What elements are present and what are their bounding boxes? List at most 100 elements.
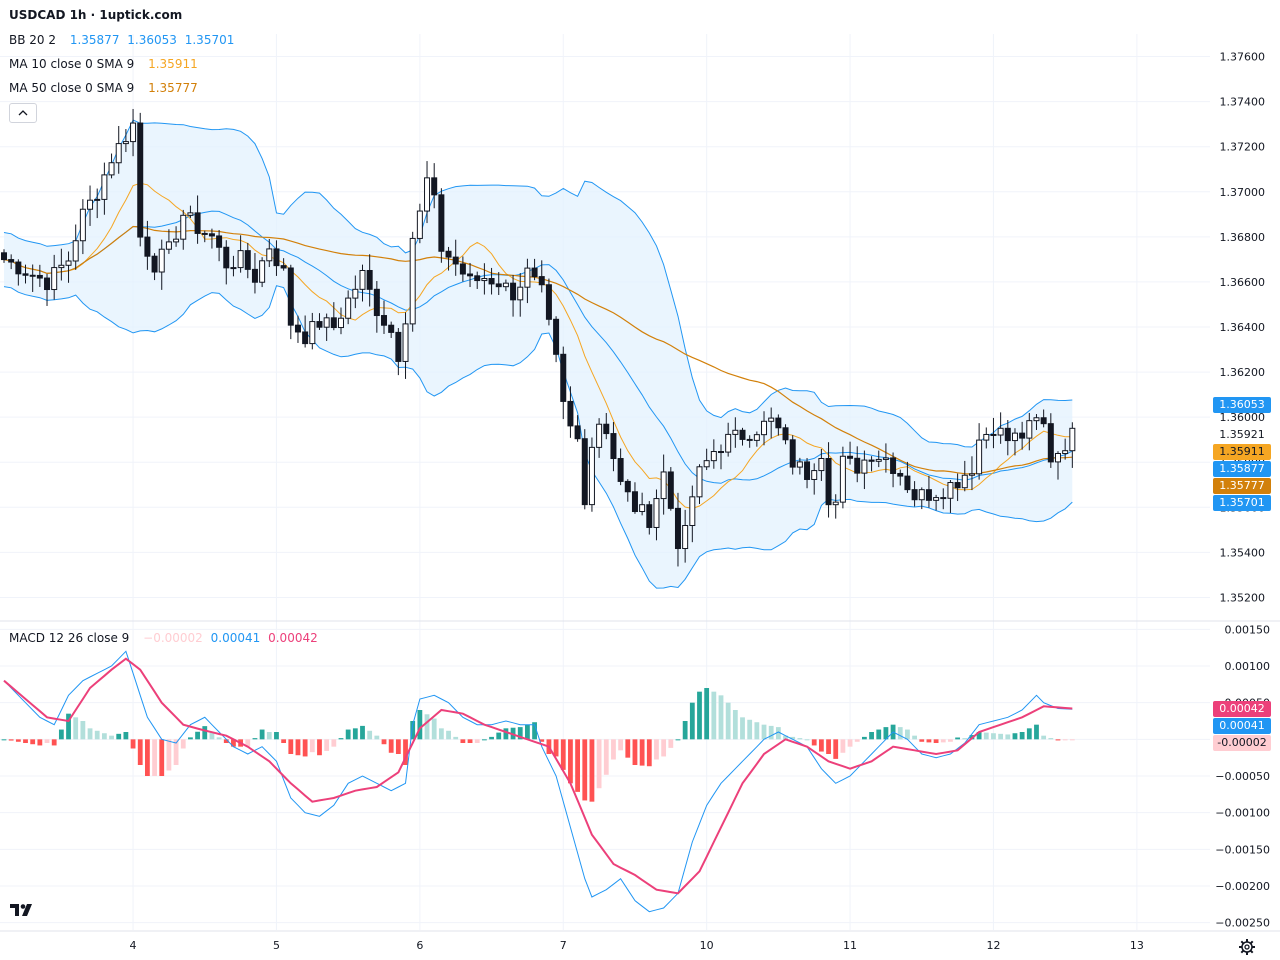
candle[interactable] (165, 229, 172, 254)
candle[interactable] (244, 242, 251, 279)
candle[interactable] (875, 450, 882, 468)
candle[interactable] (101, 162, 108, 215)
candle[interactable] (495, 272, 502, 295)
candle[interactable] (1047, 413, 1054, 468)
candle[interactable] (990, 417, 997, 449)
candle[interactable] (381, 300, 388, 334)
candle[interactable] (44, 273, 51, 306)
candle[interactable] (603, 412, 610, 440)
candle[interactable] (431, 163, 438, 209)
candle[interactable] (739, 427, 746, 446)
candle[interactable] (560, 346, 567, 420)
candle[interactable] (832, 494, 839, 519)
candle[interactable] (287, 264, 294, 340)
candle[interactable] (36, 264, 43, 287)
candle[interactable] (1026, 412, 1033, 451)
candle[interactable] (87, 185, 94, 226)
candle[interactable] (201, 230, 208, 243)
candle[interactable] (481, 263, 488, 295)
candle[interactable] (588, 437, 595, 512)
candle[interactable] (775, 414, 782, 436)
candle[interactable] (639, 492, 646, 516)
candle[interactable] (22, 264, 29, 284)
candle[interactable] (402, 312, 409, 379)
candle[interactable] (839, 446, 846, 509)
candle[interactable] (395, 328, 402, 376)
candle[interactable] (259, 257, 266, 288)
candle[interactable] (122, 129, 129, 153)
candle[interactable] (653, 489, 660, 541)
candle[interactable] (502, 279, 509, 292)
candle[interactable] (890, 452, 897, 488)
candle[interactable] (732, 417, 739, 448)
candle[interactable] (940, 488, 947, 510)
candle[interactable] (309, 312, 316, 350)
candle[interactable] (474, 271, 481, 289)
legend-ma10[interactable]: MA 10 close 0 SMA 9 1.35911 (9, 57, 202, 71)
candle[interactable] (524, 258, 531, 304)
candle[interactable] (409, 231, 416, 332)
candle[interactable] (208, 228, 215, 249)
candle[interactable] (144, 220, 151, 270)
legend-ma50[interactable]: MA 50 close 0 SMA 9 1.35777 (9, 81, 202, 95)
candle[interactable] (323, 313, 330, 341)
candle[interactable] (330, 302, 337, 331)
candle[interactable] (180, 209, 187, 250)
candle[interactable] (531, 258, 538, 281)
candle[interactable] (538, 260, 545, 293)
candle[interactable] (983, 427, 990, 449)
candle[interactable] (302, 315, 309, 348)
candle[interactable] (718, 444, 724, 470)
candle[interactable] (847, 441, 854, 465)
candle[interactable] (596, 418, 603, 458)
candle[interactable] (459, 256, 466, 282)
candle[interactable] (388, 321, 395, 338)
candle[interactable] (130, 108, 137, 157)
candle[interactable] (882, 443, 889, 473)
candle[interactable] (294, 315, 301, 343)
candle[interactable] (553, 316, 560, 363)
candle[interactable] (151, 253, 158, 281)
candle[interactable] (517, 273, 524, 317)
candle[interactable] (976, 423, 983, 480)
candle[interactable] (646, 501, 653, 535)
candle[interactable] (194, 195, 201, 244)
candle[interactable] (273, 240, 280, 276)
candle[interactable] (1, 249, 7, 263)
candle[interactable] (266, 239, 273, 267)
candle[interactable] (352, 275, 359, 309)
candle[interactable] (1054, 451, 1061, 480)
candle[interactable] (94, 188, 101, 219)
candle[interactable] (1040, 409, 1047, 428)
candle[interactable] (968, 456, 975, 491)
candle[interactable] (789, 435, 796, 475)
candle[interactable] (187, 205, 194, 218)
candle[interactable] (29, 264, 36, 292)
candle[interactable] (373, 281, 380, 333)
candle[interactable] (631, 482, 638, 514)
candle[interactable] (804, 458, 811, 489)
candle[interactable] (868, 456, 875, 472)
candle[interactable] (617, 448, 624, 486)
candle[interactable] (510, 274, 517, 317)
candle[interactable] (51, 254, 58, 300)
candle[interactable] (703, 448, 710, 471)
candle[interactable] (58, 248, 65, 281)
candle[interactable] (1069, 422, 1076, 468)
candle[interactable] (796, 457, 803, 475)
candle[interactable] (567, 386, 574, 438)
candle[interactable] (316, 313, 323, 330)
candle[interactable] (947, 480, 954, 513)
collapse-legend-button[interactable] (9, 103, 37, 123)
candle[interactable] (280, 258, 287, 271)
candle[interactable] (997, 412, 1004, 444)
candle[interactable] (488, 267, 495, 295)
candle[interactable] (753, 431, 760, 447)
candle[interactable] (897, 469, 904, 486)
candle[interactable] (424, 161, 431, 224)
gear-icon[interactable] (1238, 938, 1256, 956)
candle[interactable] (545, 278, 552, 326)
candle[interactable] (158, 239, 165, 290)
candle[interactable] (904, 461, 911, 493)
candle[interactable] (65, 251, 72, 283)
